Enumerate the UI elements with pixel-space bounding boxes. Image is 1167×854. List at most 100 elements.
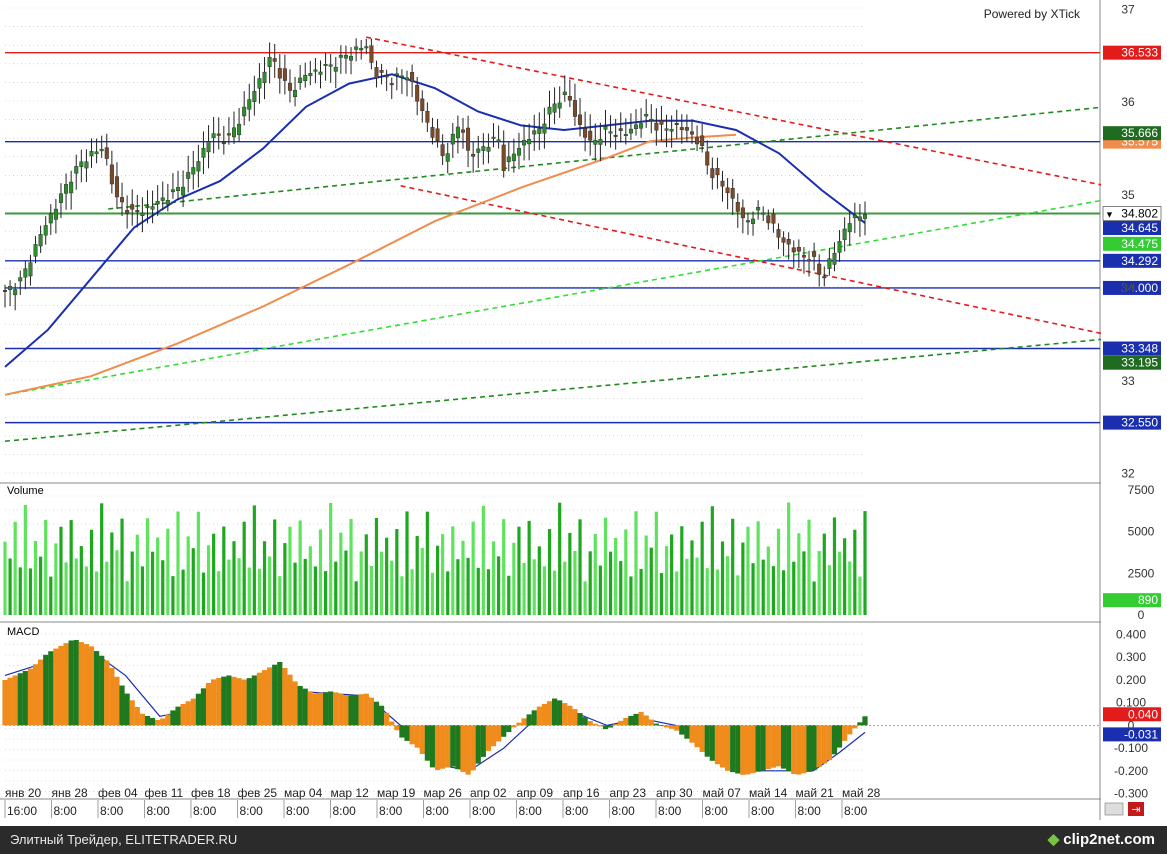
volume-bar	[186, 536, 190, 615]
moving-average-line	[4, 133, 737, 396]
candle-body	[394, 73, 399, 76]
candle-body	[384, 75, 389, 78]
candle-body	[23, 268, 28, 278]
x-date-label: фев 18	[191, 786, 231, 800]
volume-bar	[680, 526, 684, 615]
macd-histogram-bar	[725, 725, 731, 771]
candle-body	[857, 216, 862, 221]
candle-body	[506, 156, 511, 163]
volume-bar	[420, 547, 424, 615]
trend-line	[4, 338, 1106, 442]
macd-histogram-bar	[455, 725, 461, 770]
candle-body	[481, 146, 486, 151]
macd-histogram-bar	[816, 725, 822, 767]
candle-body	[191, 167, 196, 175]
candle-body	[501, 144, 506, 171]
volume-bar	[690, 540, 694, 615]
macd-histogram-bar	[384, 712, 390, 726]
macd-histogram-bar	[475, 725, 481, 764]
candle-body	[135, 210, 140, 213]
macd-histogram-bar	[562, 703, 568, 726]
volume-bar	[715, 569, 720, 615]
candle-body	[684, 127, 689, 131]
macd-histogram-bar	[282, 667, 288, 726]
price-axis-tag	[1103, 45, 1161, 60]
candle-body	[338, 54, 343, 58]
x-date-label: мар 04	[284, 786, 323, 800]
volume-bar	[537, 546, 541, 615]
volume-bar	[288, 526, 292, 615]
footer-bar: Элитный Трейдер, ELITETRADER.RU ◆ clip2ne…	[0, 826, 1167, 854]
macd-histogram-bar	[506, 725, 512, 733]
candle-body	[649, 118, 654, 121]
volume-bar	[461, 540, 465, 615]
macd-tick-label: -0.300	[1114, 786, 1148, 800]
candle-body	[74, 166, 79, 174]
powered-by-label: Powered by XTick	[984, 7, 1081, 21]
candle-body	[511, 153, 516, 162]
volume-bar	[451, 526, 455, 615]
x-date-label: мар 12	[331, 786, 370, 800]
volume-bar	[227, 559, 231, 615]
macd-histogram-bar	[470, 725, 476, 771]
macd-histogram-bar	[811, 725, 817, 771]
volume-bar	[466, 557, 470, 615]
volume-bar	[115, 550, 119, 615]
macd-histogram-bar	[297, 685, 303, 726]
volume-bar	[741, 542, 745, 615]
macd-histogram-bar	[740, 725, 746, 775]
macd-histogram-bar	[99, 655, 105, 726]
macd-histogram-bar	[68, 640, 74, 726]
macd-histogram-bar	[246, 678, 252, 726]
volume-bar	[435, 545, 440, 615]
volume-bar	[756, 521, 760, 615]
candle-body	[695, 137, 700, 145]
candle-body	[114, 176, 119, 198]
footer-source-label: Элитный Трейдер, ELITETRADER.RU	[10, 832, 238, 847]
volume-bar	[558, 502, 562, 615]
macd-histogram-bar	[531, 710, 537, 726]
volume-bar	[8, 558, 12, 615]
candle-body	[58, 193, 63, 203]
candle-body	[247, 99, 252, 110]
macd-histogram-bar	[78, 642, 84, 726]
candle-body	[308, 73, 313, 77]
volume-bar	[156, 537, 160, 615]
price-tick-label: 34	[1121, 281, 1135, 295]
volume-bar	[400, 576, 404, 615]
x-date-label: апр 16	[563, 786, 600, 800]
trend-line	[400, 184, 1106, 336]
candle-body	[435, 128, 440, 141]
x-time-label: 8:00	[193, 804, 217, 818]
price-axis-tag	[1103, 236, 1161, 251]
macd-histogram-bar	[689, 725, 695, 743]
candle-body	[150, 206, 155, 210]
volume-bar	[28, 568, 33, 615]
candle-body	[562, 91, 567, 95]
volume-bar	[283, 543, 287, 615]
candle-body	[863, 214, 868, 219]
macd-histogram-bar	[277, 661, 283, 726]
volume-bar	[781, 570, 786, 615]
macd-histogram-bar	[211, 679, 217, 726]
volume-bar	[364, 534, 368, 615]
price-axis-tag	[1103, 415, 1161, 430]
macd-histogram-bar	[287, 674, 293, 726]
candle-body	[257, 78, 262, 89]
macd-histogram-bar	[714, 725, 721, 765]
candle-body	[471, 153, 476, 157]
volume-bar	[323, 571, 328, 615]
macd-histogram-bar	[694, 725, 700, 748]
candle-body	[532, 130, 537, 135]
volume-bar	[675, 571, 679, 615]
macd-histogram-bar	[836, 725, 843, 748]
candle-body	[776, 229, 781, 238]
candle-body	[38, 234, 43, 247]
x-time-label: 8:00	[658, 804, 682, 818]
candle-body	[455, 126, 460, 139]
macd-histogram-bar	[674, 725, 680, 731]
candle-body	[170, 189, 175, 193]
volume-bar	[664, 546, 669, 615]
candle-body	[542, 123, 547, 134]
macd-histogram-bar	[2, 679, 8, 726]
